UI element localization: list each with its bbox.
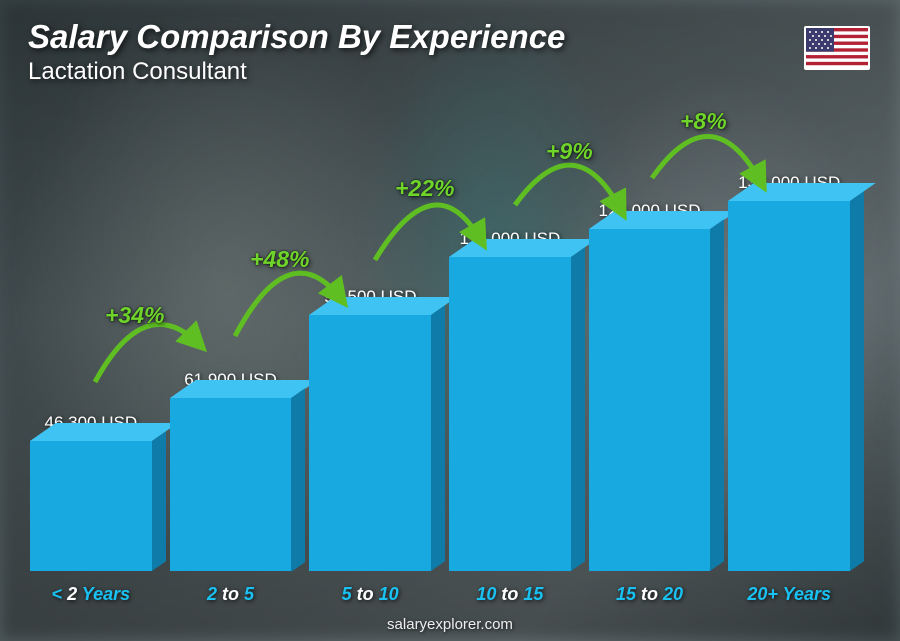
bar (170, 398, 292, 572)
bar-group: 112,000 USD (449, 229, 571, 571)
bar-group: 46,300 USD (30, 413, 152, 571)
x-axis-label: < 2 Years (30, 584, 152, 605)
x-axis-label: 20+ Years (728, 584, 850, 605)
bar (449, 257, 571, 571)
header: Salary Comparison By Experience Lactatio… (28, 18, 565, 86)
page-title: Salary Comparison By Experience (28, 18, 565, 56)
x-axis-labels: < 2 Years 2 to 5 5 to 10 10 to 15 15 to 20 20… (30, 584, 850, 605)
x-axis-label: 10 to 15 (449, 584, 571, 605)
bar (309, 315, 431, 571)
bar (728, 201, 850, 571)
footer-url: salaryexplorer.com (0, 616, 900, 633)
bar (30, 441, 152, 571)
bar (589, 229, 711, 571)
page-subtitle: Lactation Consultant (28, 58, 565, 86)
country-flag-us (804, 26, 870, 70)
salary-bar-chart: 46,300 USD 61,900 USD 91,500 USD 112,000… (30, 131, 850, 571)
bar-group: 122,000 USD (589, 201, 711, 571)
x-axis-label: 15 to 20 (589, 584, 711, 605)
bar-group: 61,900 USD (170, 370, 292, 572)
bar-group: 132,000 USD (728, 173, 850, 571)
bar-group: 91,500 USD (309, 287, 431, 571)
x-axis-label: 5 to 10 (309, 584, 431, 605)
x-axis-label: 2 to 5 (170, 584, 292, 605)
